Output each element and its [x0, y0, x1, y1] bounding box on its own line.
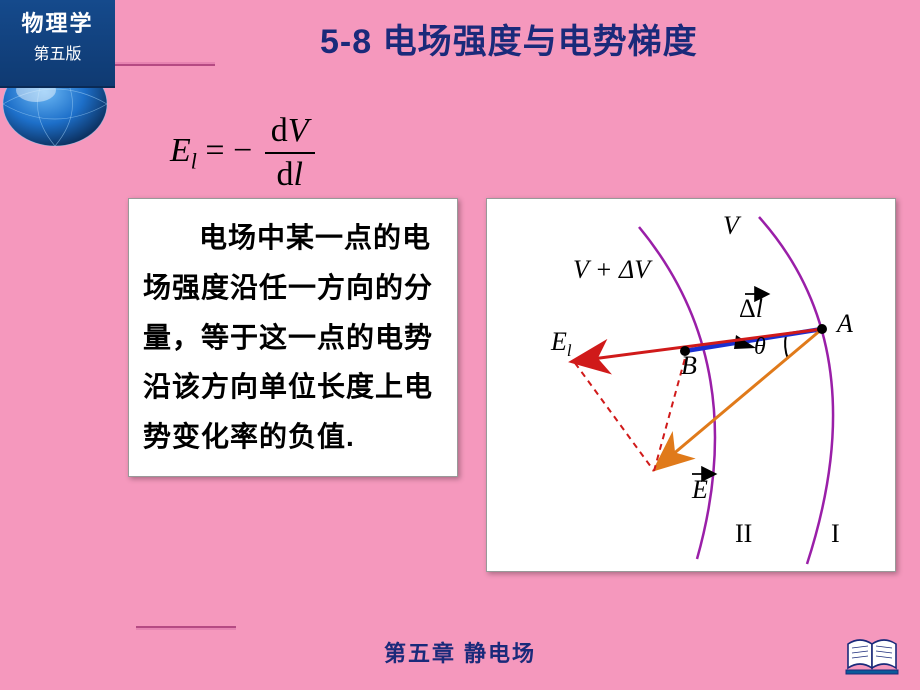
field-diagram: V V + ΔV Δl A B θ El E I II	[486, 198, 896, 572]
eq-lhs-sub: l	[191, 149, 197, 174]
eq-num-V: V	[288, 112, 309, 149]
label-E: E	[692, 475, 708, 505]
label-V: V	[723, 211, 739, 241]
course-edition: 第五版	[0, 40, 115, 64]
angle-arc	[785, 335, 788, 359]
equipotential-curve-I	[759, 217, 833, 564]
eq-den-d: d	[276, 156, 293, 193]
eq-den-l: l	[293, 156, 302, 193]
label-dl: Δl	[739, 294, 763, 324]
header-divider	[115, 62, 215, 66]
projection-dash-1	[575, 363, 654, 471]
eq-lhs-E: E	[170, 132, 191, 169]
slide-title: 5-8 电场强度与电势梯度	[320, 14, 900, 63]
explanation-text: 电场中某一点的电场强度沿任一方向的分量，等于这一点的电势沿该方向单位长度上电势变…	[128, 198, 458, 477]
label-A: A	[837, 309, 853, 339]
eq-minus: −	[233, 132, 252, 169]
equipotential-curve-II	[639, 227, 715, 559]
course-badge: 物理学 第五版	[0, 0, 115, 88]
book-icon	[844, 634, 902, 678]
label-V-dV: V + ΔV	[573, 255, 650, 285]
label-El: El	[551, 327, 572, 361]
eq-num-d: d	[271, 112, 288, 149]
chapter-label: 第五章 静电场	[0, 636, 920, 668]
footer-divider	[136, 626, 236, 630]
label-I: I	[831, 519, 840, 549]
label-B: B	[681, 351, 697, 381]
point-A	[817, 324, 827, 334]
main-equation: El = − dV dl	[170, 112, 315, 194]
eq-equals: =	[205, 132, 233, 169]
label-II: II	[735, 519, 752, 549]
course-name: 物理学	[0, 6, 115, 38]
label-theta: θ	[754, 334, 766, 361]
